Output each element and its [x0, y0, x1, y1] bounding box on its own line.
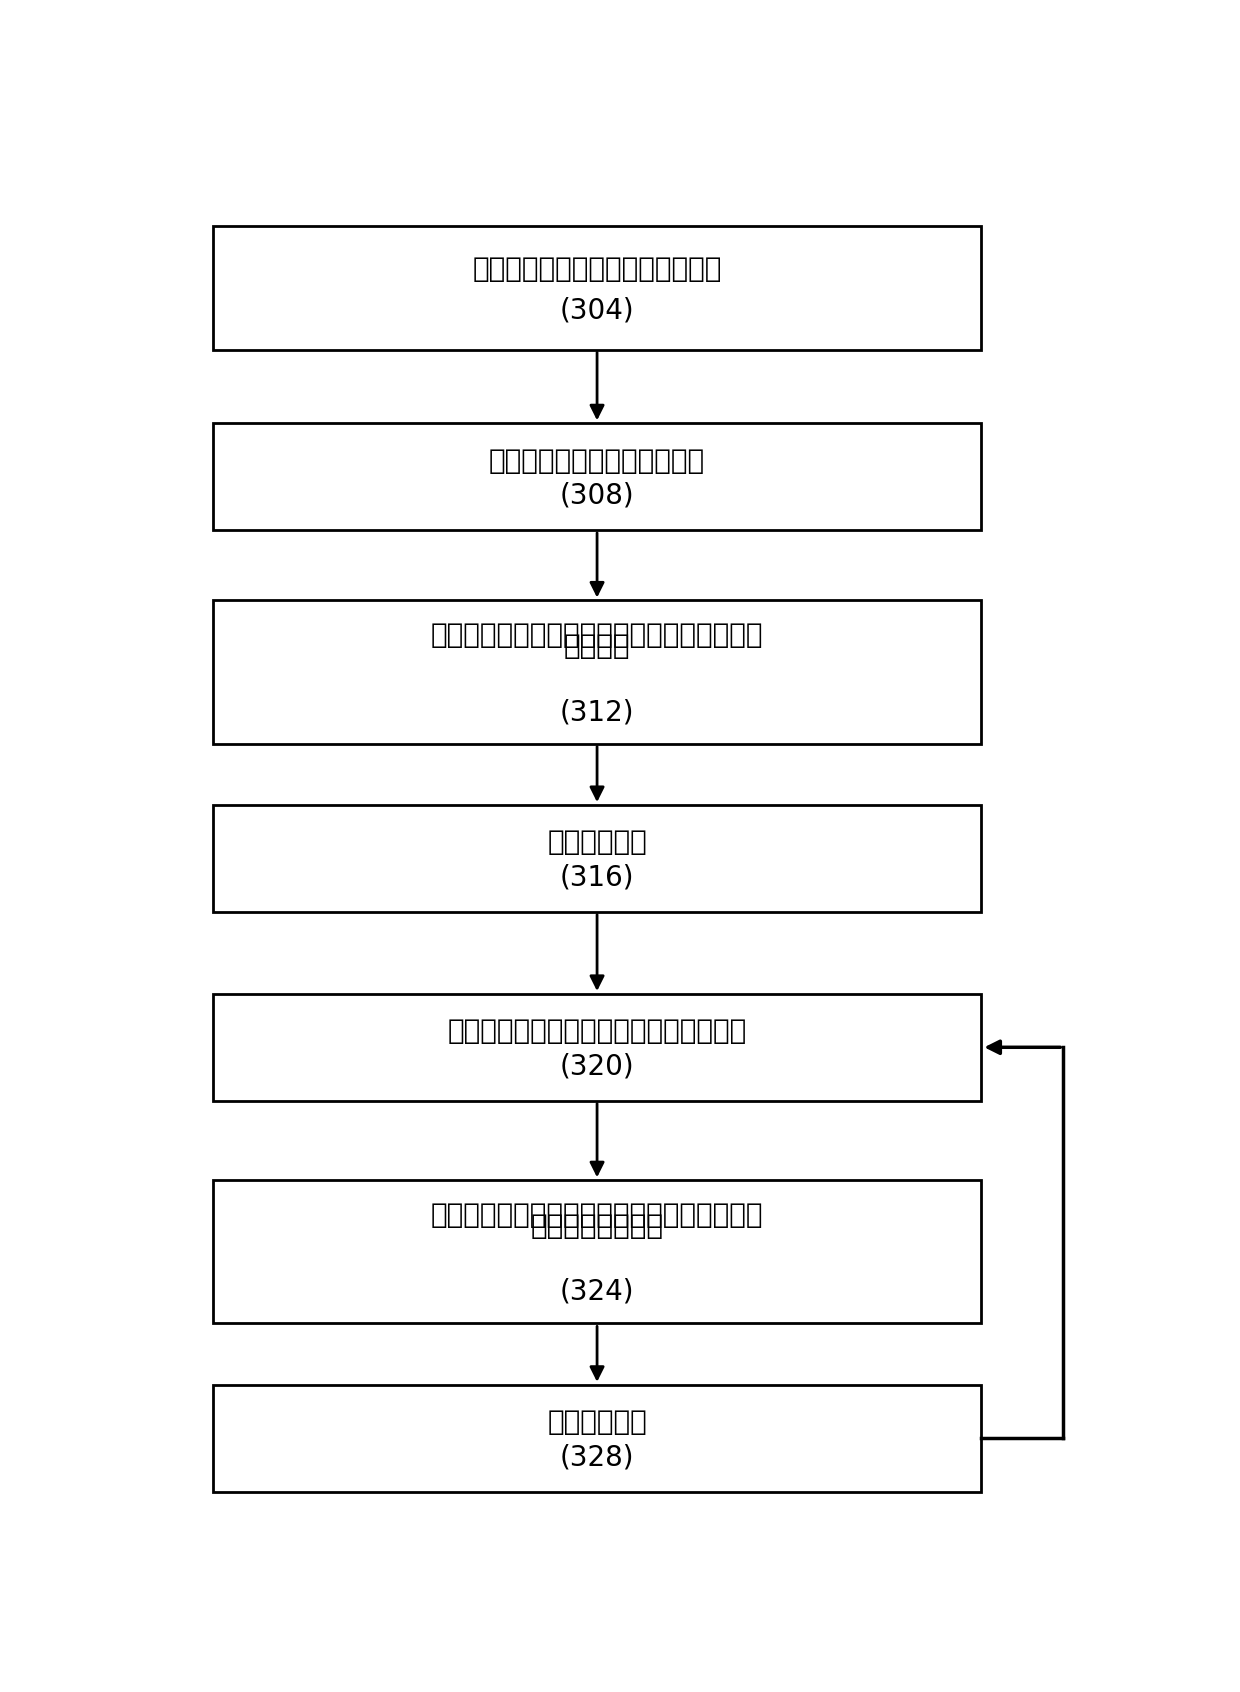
Bar: [213, 601, 982, 744]
Text: 移除供体基板: 移除供体基板: [547, 829, 647, 856]
Bar: [213, 805, 982, 912]
Text: 中和在与要被转送至目标基板的微型装置对应: 中和在与要被转送至目标基板的微型装置对应: [430, 1201, 764, 1228]
Bar: [213, 1181, 982, 1323]
Text: 将供体基板上的微型装置粘附至转印基板上的: 将供体基板上的微型装置粘附至转印基板上的: [430, 621, 764, 648]
Bar: [213, 423, 982, 530]
Text: (320): (320): [559, 1052, 635, 1081]
Text: (308): (308): [559, 482, 635, 509]
Bar: [213, 225, 982, 350]
Text: 的区域中的粘合剂: 的区域中的粘合剂: [531, 1211, 663, 1240]
Bar: [213, 1384, 982, 1492]
Text: (324): (324): [559, 1277, 635, 1306]
Text: 粘合剂层: 粘合剂层: [564, 633, 630, 660]
Text: 取下转印基板: 取下转印基板: [547, 1408, 647, 1437]
Text: (316): (316): [559, 863, 635, 892]
Text: (304): (304): [559, 296, 635, 323]
Text: 邻近转印基板来定位供体基板: 邻近转印基板来定位供体基板: [489, 447, 706, 475]
Text: 定位转印基板以使微型装置接触目标基板: 定位转印基板以使微型装置接触目标基板: [448, 1017, 746, 1046]
Text: (312): (312): [559, 699, 635, 726]
Bar: [213, 993, 982, 1101]
Text: (328): (328): [559, 1443, 635, 1472]
Text: 制造具有微型装置阵列的供体基板: 制造具有微型装置阵列的供体基板: [472, 255, 722, 283]
